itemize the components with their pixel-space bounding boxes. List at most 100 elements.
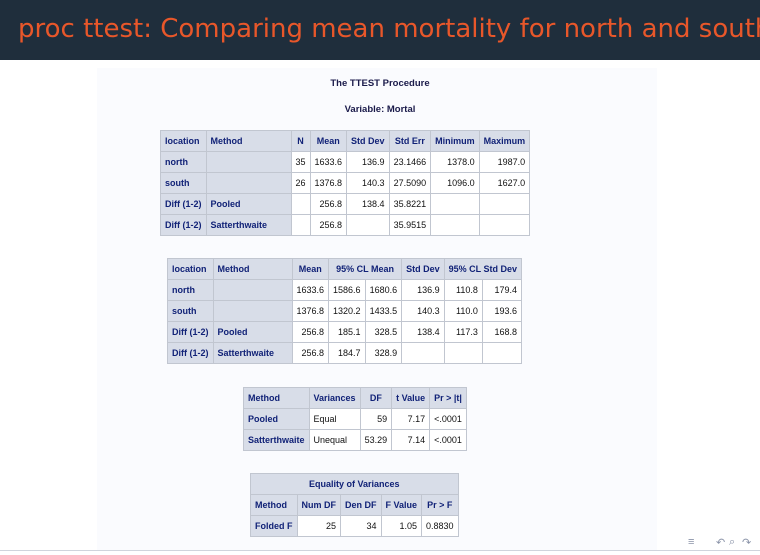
- row-header: Diff (1-2): [167, 342, 214, 364]
- col-header: t Value: [391, 387, 431, 409]
- row-header: Diff (1-2): [160, 214, 207, 236]
- table-cell: 1586.6: [328, 279, 366, 301]
- col-header: Method: [250, 494, 298, 516]
- row-header: south: [167, 300, 214, 322]
- table-cell: [478, 193, 531, 215]
- table-cell: [430, 214, 480, 236]
- table-cell: 7.14: [391, 429, 431, 451]
- table-cell: 35.8221: [388, 193, 432, 215]
- row-header: Pooled: [205, 193, 292, 215]
- table-cell: 1096.0: [430, 172, 480, 194]
- col-header: location: [160, 130, 207, 152]
- col-header: Std Dev: [346, 130, 390, 152]
- table-cell: [346, 214, 390, 236]
- table-row: Folded F 25 34 1.05 0.8830: [250, 515, 459, 537]
- row-header: south: [160, 172, 207, 194]
- col-header: Method: [243, 387, 310, 409]
- table-cell: 1376.8: [291, 300, 330, 322]
- col-header: location: [167, 258, 214, 280]
- col-header: Mean: [309, 130, 348, 152]
- table-cell: 136.9: [401, 279, 445, 301]
- table-header-row: Method Variances DF t Value Pr > |t|: [243, 387, 467, 409]
- table-row: Pooled Equal 59 7.17 <.0001: [243, 408, 467, 430]
- table-cell: 179.4: [481, 279, 522, 301]
- table-cell: Equal: [308, 408, 361, 430]
- table-cell: 140.3: [346, 172, 390, 194]
- col-header: Maximum: [478, 130, 531, 152]
- col-header: Variances: [308, 387, 361, 409]
- menu-icon[interactable]: ≡: [688, 536, 695, 548]
- table-cell: 328.5: [364, 321, 403, 343]
- row-header: Pooled: [212, 321, 293, 343]
- statistics-table: location Method N Mean Std Dev Std Err M…: [160, 130, 531, 236]
- table-cell: 7.17: [391, 408, 431, 430]
- col-header: Pr > |t|: [429, 387, 467, 409]
- table-cell: 136.9: [346, 151, 390, 173]
- row-header: Satterthwaite: [243, 429, 310, 451]
- ttests-table: Method Variances DF t Value Pr > |t| Poo…: [243, 387, 467, 451]
- table-cell: 185.1: [328, 321, 366, 343]
- row-header: Pooled: [243, 408, 310, 430]
- table-cell: [443, 342, 483, 364]
- col-header: Method: [205, 130, 292, 152]
- table-cell: 53.29: [359, 429, 393, 451]
- col-header: F Value: [380, 494, 423, 516]
- table-cell: 1627.0: [478, 172, 531, 194]
- table-cell: <.0001: [429, 429, 467, 451]
- table-row: south 1376.8 1320.2 1433.5 140.3 110.0 1…: [167, 300, 522, 322]
- table-cell: 256.8: [291, 321, 330, 343]
- slide-header: proc ttest: Comparing mean mortality for…: [0, 0, 760, 60]
- table-cell: 193.6: [481, 300, 522, 322]
- col-header: Std Err: [388, 130, 432, 152]
- table-caption: Equality of Variances: [250, 473, 459, 495]
- table-row: Diff (1-2) Satterthwaite 256.8 184.7 328…: [167, 342, 522, 364]
- row-header: [212, 300, 293, 322]
- table-cell: [478, 214, 531, 236]
- table-row: north 35 1633.6 136.9 23.1466 1378.0 198…: [160, 151, 531, 173]
- col-header: Num DF: [296, 494, 341, 516]
- table-cell: 110.0: [443, 300, 483, 322]
- row-header: north: [160, 151, 207, 173]
- table-cell: [401, 342, 445, 364]
- table-cell: 1633.6: [291, 279, 330, 301]
- col-header: Pr > F: [421, 494, 459, 516]
- table-cell: 27.5090: [388, 172, 432, 194]
- table-cell: 35.9515: [388, 214, 432, 236]
- table-cell: 26: [290, 172, 311, 194]
- equality-of-variances-table: Equality of Variances Method Num DF Den …: [250, 473, 459, 537]
- table-caption-row: Equality of Variances: [250, 473, 459, 495]
- row-header: Diff (1-2): [167, 321, 214, 343]
- table-cell: 1320.2: [328, 300, 366, 322]
- table-cell: 256.8: [309, 193, 348, 215]
- col-header: Method: [212, 258, 293, 280]
- row-header: north: [167, 279, 214, 301]
- table-cell: 117.3: [443, 321, 483, 343]
- table-cell: 1987.0: [478, 151, 531, 173]
- col-header: Minimum: [430, 130, 480, 152]
- row-header: Folded F: [250, 515, 298, 537]
- table-cell: 1376.8: [309, 172, 348, 194]
- col-header: DF: [359, 387, 393, 409]
- row-header: Satterthwaite: [212, 342, 293, 364]
- table-row: north 1633.6 1586.6 1680.6 136.9 110.8 1…: [167, 279, 522, 301]
- row-header: [205, 172, 292, 194]
- table-cell: 256.8: [291, 342, 330, 364]
- table-cell: [481, 342, 522, 364]
- table-cell: 328.9: [364, 342, 403, 364]
- table-cell: 23.1466: [388, 151, 432, 173]
- row-header: Satterthwaite: [205, 214, 292, 236]
- undo-icon[interactable]: ↶: [716, 537, 726, 549]
- table-cell: 1433.5: [364, 300, 403, 322]
- table-header-row: Method Num DF Den DF F Value Pr > F: [250, 494, 459, 516]
- table-row: Diff (1-2) Pooled 256.8 185.1 328.5 138.…: [167, 321, 522, 343]
- row-header: [205, 151, 292, 173]
- table-cell: 256.8: [309, 214, 348, 236]
- redo-icon[interactable]: ↷: [742, 537, 752, 549]
- table-cell: 140.3: [401, 300, 445, 322]
- table-cell: 1680.6: [364, 279, 403, 301]
- search-icon[interactable]: ⌕: [729, 536, 736, 548]
- table-cell: 59: [359, 408, 393, 430]
- table-cell: 110.8: [443, 279, 483, 301]
- table-row: Diff (1-2) Pooled 256.8 138.4 35.8221: [160, 193, 531, 215]
- row-header: [212, 279, 293, 301]
